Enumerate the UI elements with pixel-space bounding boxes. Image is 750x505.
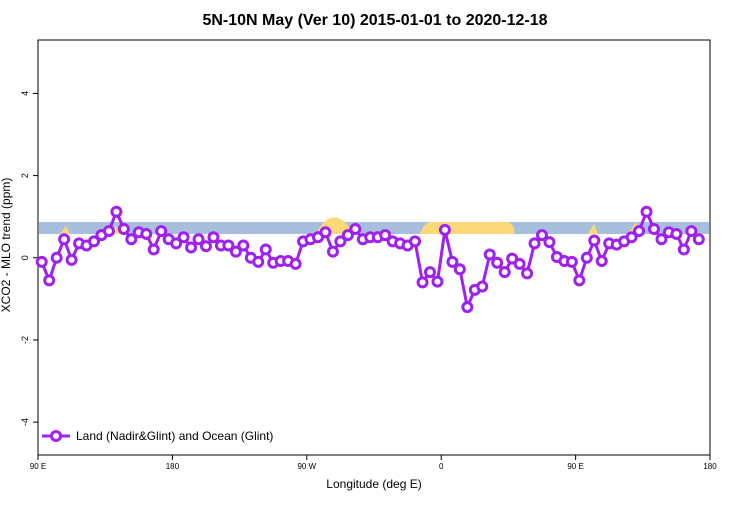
point: [50, 251, 63, 264]
point: [543, 236, 556, 249]
point: [341, 229, 354, 242]
point: [536, 229, 548, 242]
x-tick-label: 0: [439, 462, 444, 471]
point: [58, 233, 71, 246]
x-tick-label: 180: [166, 462, 180, 471]
point: [140, 227, 153, 240]
y-tick-label: 4: [20, 91, 30, 96]
legend: Land (Nadir&Glint) and Ocean (Glint): [42, 429, 273, 443]
point: [319, 226, 332, 239]
x-tick-label: 90 E: [30, 462, 46, 471]
point: [200, 240, 212, 253]
point: [677, 243, 690, 256]
point: [237, 239, 250, 252]
point: [513, 257, 526, 270]
point: [453, 263, 466, 276]
point: [147, 243, 160, 256]
point: [43, 274, 56, 287]
point: [35, 255, 48, 268]
y-tick-label: 0: [20, 255, 30, 260]
plot-frame: [37, 39, 711, 456]
point: [633, 225, 646, 238]
point: [117, 223, 130, 236]
point: [670, 227, 683, 240]
point: [648, 223, 660, 236]
point: [125, 233, 138, 246]
land-patch: [588, 224, 598, 234]
x-tick-label: 90 W: [297, 462, 316, 471]
point: [192, 233, 205, 246]
point: [476, 280, 489, 293]
point: [625, 231, 638, 244]
point: [334, 235, 347, 248]
point: [506, 252, 519, 265]
point: [102, 225, 115, 238]
point: [640, 205, 653, 218]
point: [207, 231, 220, 244]
point: [491, 256, 504, 269]
point: [655, 233, 668, 246]
point: [155, 225, 168, 238]
point: [65, 253, 78, 266]
x-tick-label: 180: [703, 462, 717, 471]
point: [424, 266, 436, 279]
point: [326, 245, 339, 258]
point: [177, 231, 190, 244]
point: [685, 225, 698, 238]
y-tick-label: -2: [20, 336, 30, 344]
y-tick-label: 2: [20, 173, 30, 178]
legend-label: Land (Nadir&Glint) and Ocean (Glint): [76, 429, 273, 443]
point: [438, 223, 451, 236]
x-axis-label: Longitude (deg E): [326, 477, 421, 491]
point: [185, 241, 198, 254]
point: [580, 251, 593, 264]
point: [528, 237, 541, 250]
point: [498, 266, 511, 279]
point: [565, 255, 578, 268]
point: [88, 235, 100, 248]
point: [409, 235, 422, 248]
point: [416, 276, 429, 289]
point: [222, 239, 235, 252]
point: [252, 255, 265, 268]
y-tick-label: -4: [20, 418, 30, 426]
point: [431, 275, 444, 288]
point: [229, 245, 242, 258]
point: [349, 223, 362, 236]
point: [110, 205, 123, 218]
point: [483, 248, 496, 261]
point: [595, 255, 608, 268]
y-axis-label: XCO2 - MLO trend (ppm): [0, 178, 13, 313]
point: [588, 234, 601, 247]
land-patch: [60, 226, 70, 234]
x-tick-label: 90 E: [567, 462, 583, 471]
point: [461, 301, 474, 314]
point: [446, 255, 459, 268]
point: [289, 257, 302, 270]
point: [573, 274, 586, 287]
point: [170, 237, 183, 250]
point: [259, 243, 272, 256]
chart-title: 5N-10N May (Ver 10) 2015-01-01 to 2020-1…: [202, 12, 547, 29]
point: [692, 233, 705, 246]
legend-marker: [50, 430, 62, 442]
land-patch: [420, 222, 515, 234]
point: [379, 229, 392, 242]
point: [521, 267, 534, 280]
